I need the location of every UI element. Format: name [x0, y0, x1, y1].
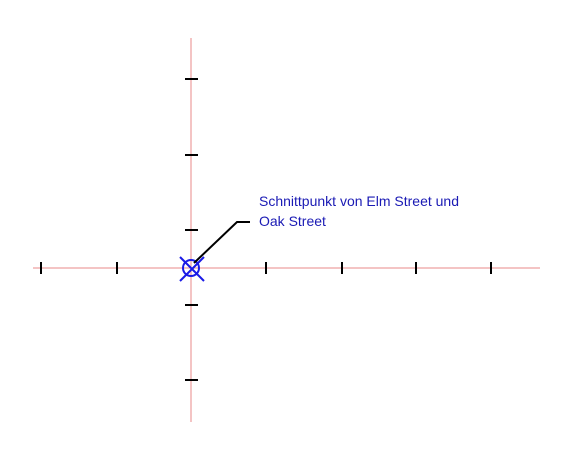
horizontal-ticks [40, 262, 492, 274]
vertical-ticks [185, 78, 198, 381]
annotation-line-2: Oak Street [259, 213, 326, 229]
axes [33, 38, 540, 422]
intersection-marker-icon[interactable] [179, 256, 205, 282]
annotation-label: Schnittpunkt von Elm Street und Oak Stre… [259, 193, 463, 229]
annotation-leader-line [193, 221, 250, 264]
annotation-line-1: Schnittpunkt von Elm Street und [259, 193, 459, 209]
